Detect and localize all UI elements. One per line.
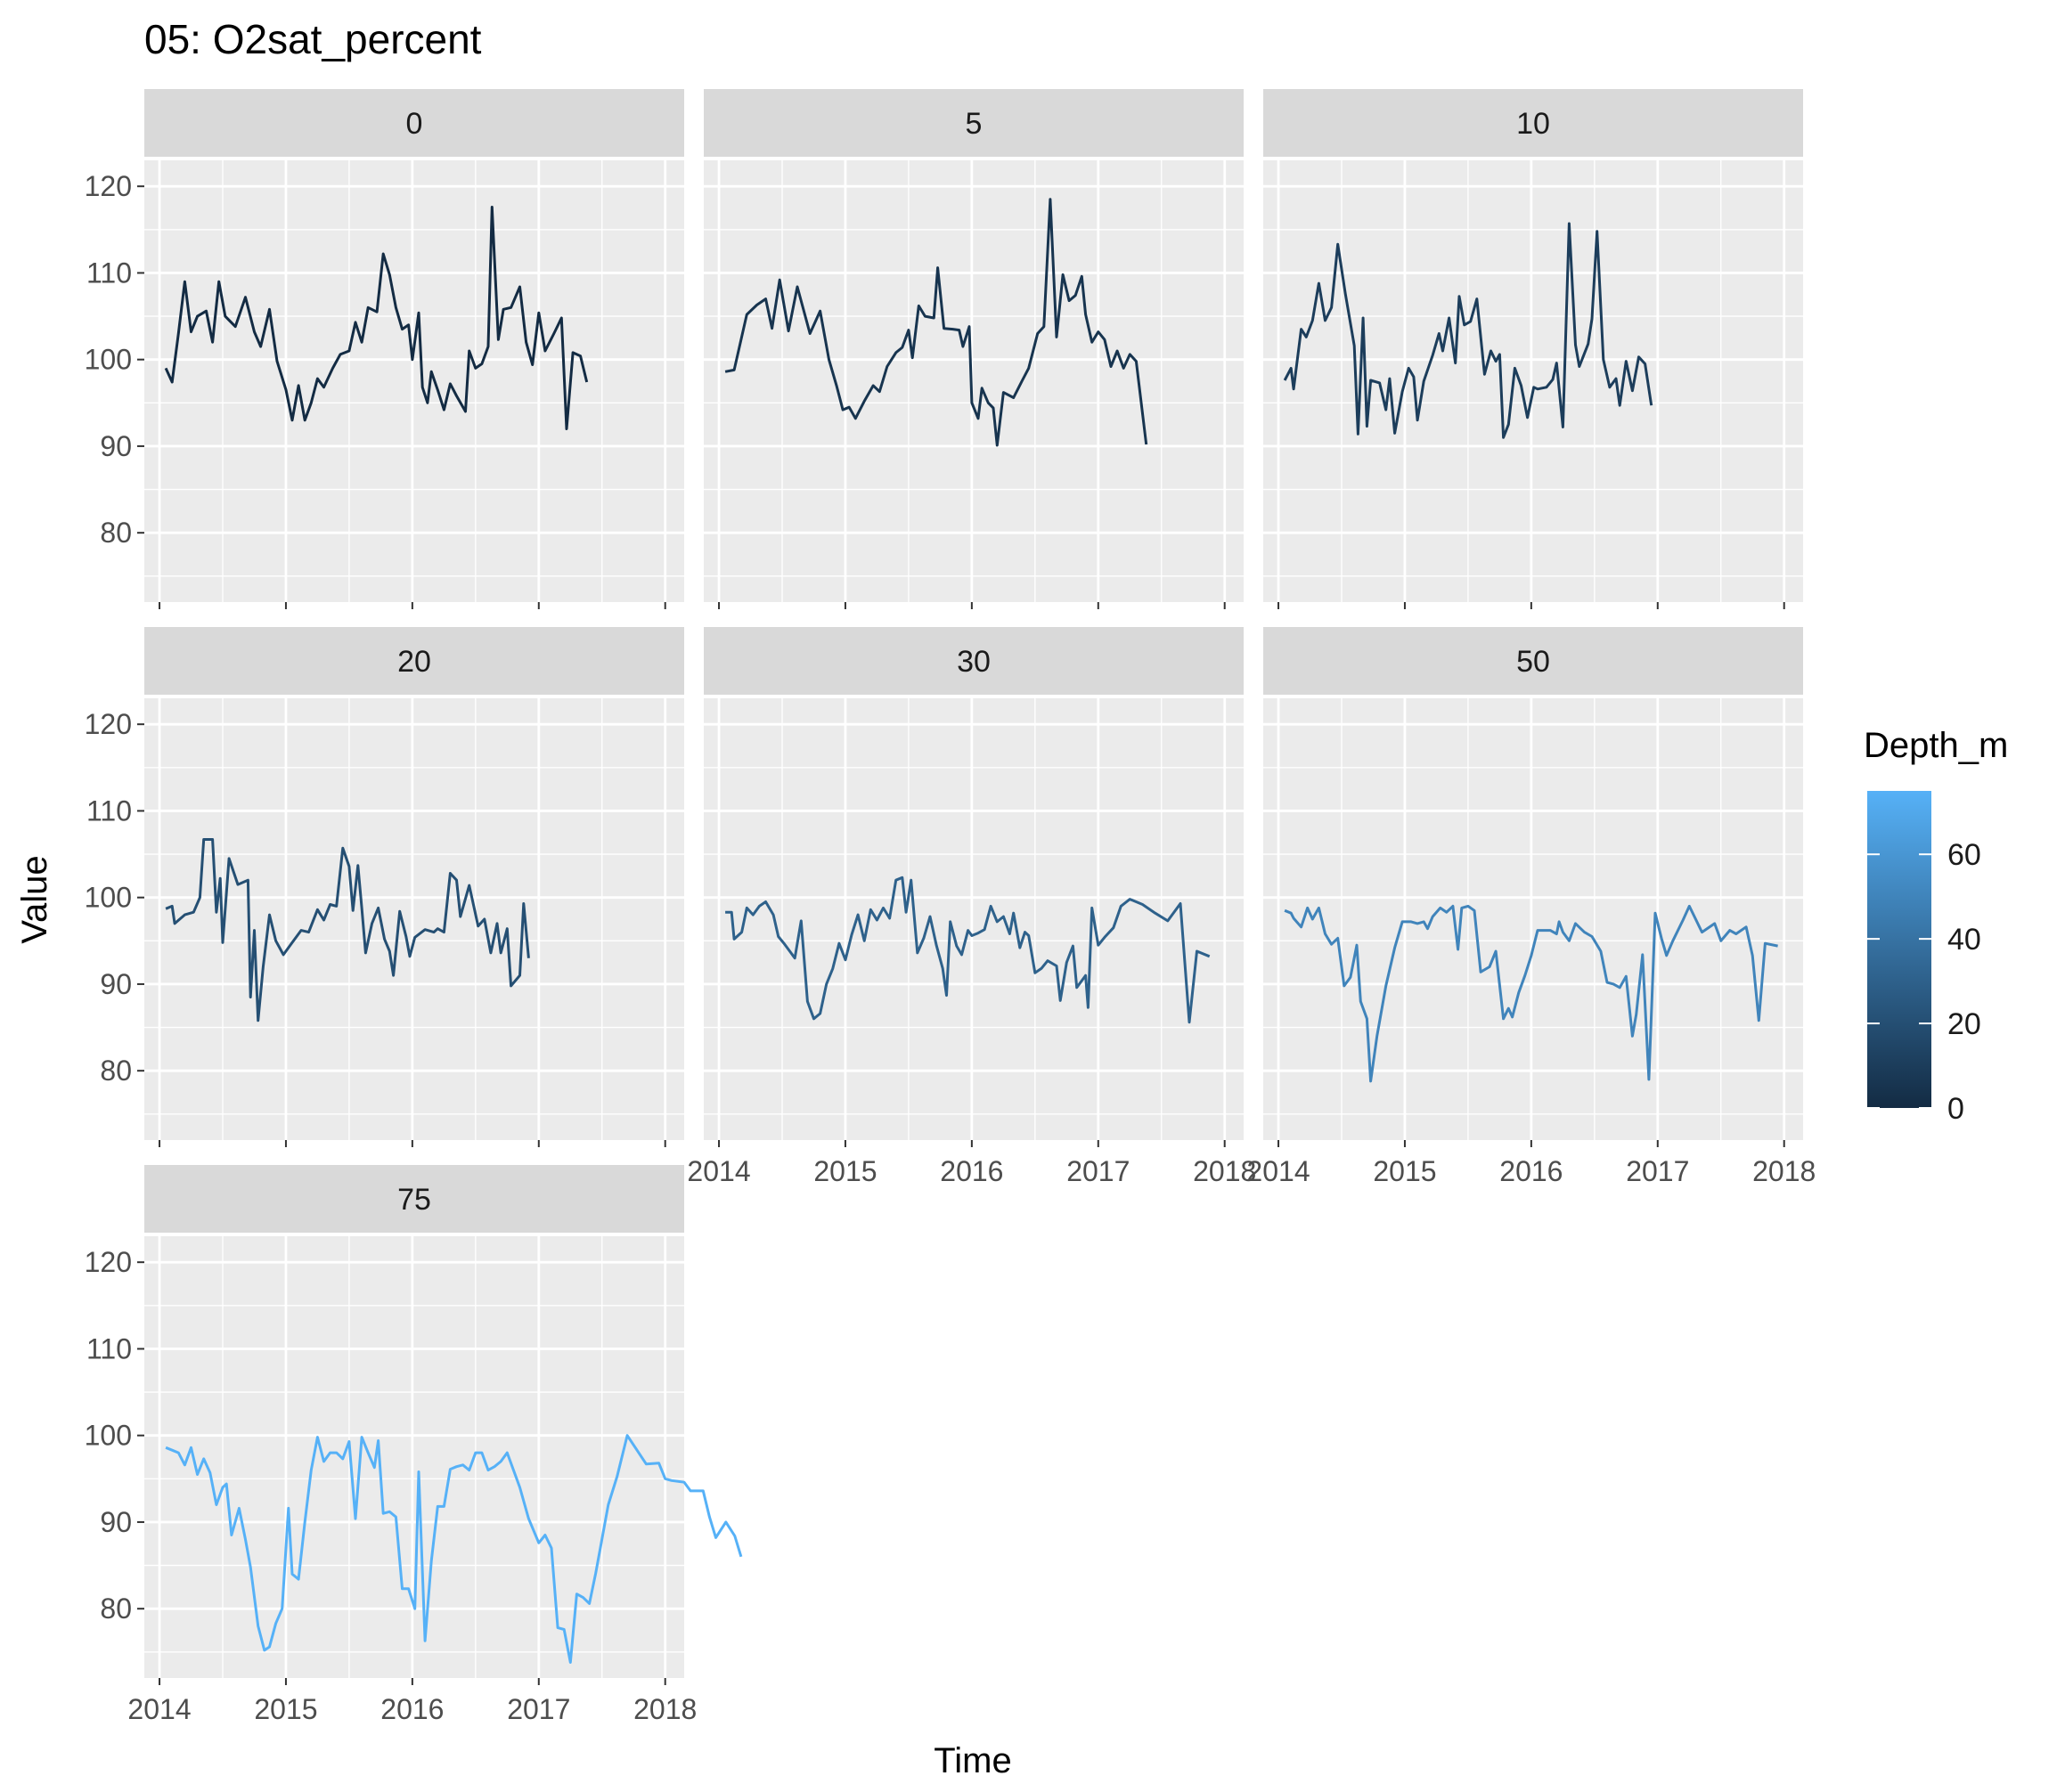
facet-panel-30: 30 2014 2015 2016 2017 2018 [687,627,1256,1187]
x-tick-label: 2014 [1246,1155,1310,1187]
y-tick-label: 110 [86,257,132,289]
facet-panel-75: 75 80 90 100 110 120 2014 2015 2016 2017 2018 [85,1165,743,1725]
facet-strip-label: 0 [406,107,423,141]
series-line-depth-30 [725,876,1211,1024]
x-tick-label: 2014 [687,1155,750,1187]
panel-background [144,160,684,602]
facet-strip [144,1165,684,1233]
x-tick-label: 2017 [1066,1155,1130,1187]
chart-title: 05: O2sat_percent [144,16,482,62]
x-tick-label: 2017 [507,1693,570,1725]
legend-colorbar [1867,791,1931,1108]
x-tick-label: 2017 [1626,1155,1689,1187]
x-tick-label: 2018 [1193,1155,1256,1187]
facet-strip-label: 5 [966,107,983,141]
y-tick-label: 100 [85,344,132,376]
y-tick-label: 90 [100,968,132,1000]
series-line-depth-50 [1284,904,1778,1083]
x-tick-label: 2016 [380,1693,444,1725]
y-tick-label: 110 [86,1332,132,1364]
x-tick-label: 2016 [940,1155,1003,1187]
panel-background [704,160,1244,602]
y-tick-label: 90 [100,430,132,462]
series-line-depth-75 [165,1434,743,1664]
facet-strip-label: 30 [957,645,991,679]
facet-strip-label: 20 [397,645,431,679]
y-axis-label: Value [15,855,54,943]
y-tick-label: 120 [85,708,132,740]
y-tick-label: 90 [100,1506,132,1538]
panel-background [1263,698,1803,1140]
facet-strip-label: 50 [1516,645,1550,679]
facet-strip [144,89,684,157]
x-tick-label: 2018 [633,1693,697,1725]
x-tick-label: 2015 [254,1693,317,1725]
facet-strip-label: 75 [397,1183,431,1217]
y-tick-label: 100 [85,882,132,914]
series-line-depth-5 [724,198,1148,447]
facet-strip [1263,627,1803,695]
color-legend: Depth_m 0 20 40 60 [1864,726,2008,1126]
y-tick-label: 80 [100,517,132,549]
facet-strip [704,89,1244,157]
x-tick-label: 2018 [1752,1155,1816,1187]
x-tick-label: 2015 [1373,1155,1436,1187]
series-line-depth-10 [1283,222,1653,439]
y-tick-label: 120 [85,1246,132,1278]
y-tick-label: 100 [85,1420,132,1452]
x-axis-label: Time [934,1741,1011,1780]
y-tick-label: 80 [100,1592,132,1625]
panel-background [704,698,1244,1140]
x-tick-label: 2015 [813,1155,877,1187]
facet-panel-50: 50 2014 2015 2016 2017 2018 [1246,627,1816,1187]
facet-panel-0: 0 80 90 100 110 120 [85,89,684,609]
legend-tick-label: 20 [1947,1007,1981,1041]
legend-tick-label: 40 [1947,923,1981,957]
legend-tick-label: 60 [1947,838,1981,872]
facet-panel-5: 5 [704,89,1244,609]
facet-strip [1263,89,1803,157]
legend-title: Depth_m [1864,726,2008,765]
y-tick-label: 120 [85,170,132,202]
facet-panel-10: 10 [1263,89,1803,609]
panel-background [144,1236,684,1678]
legend-tick-label: 0 [1947,1092,1964,1126]
y-tick-label: 110 [86,794,132,827]
panel-background [1263,160,1803,602]
panel-background [144,698,684,1140]
facet-strip [144,627,684,695]
facet-strip [704,627,1244,695]
series-line-depth-0 [164,206,589,430]
series-line-depth-20 [165,838,530,1022]
y-tick-label: 80 [100,1055,132,1087]
facet-strip-label: 10 [1516,107,1550,141]
x-tick-label: 2014 [127,1693,191,1725]
x-tick-label: 2016 [1499,1155,1563,1187]
facet-panel-20: 20 80 90 100 110 120 [85,627,684,1147]
